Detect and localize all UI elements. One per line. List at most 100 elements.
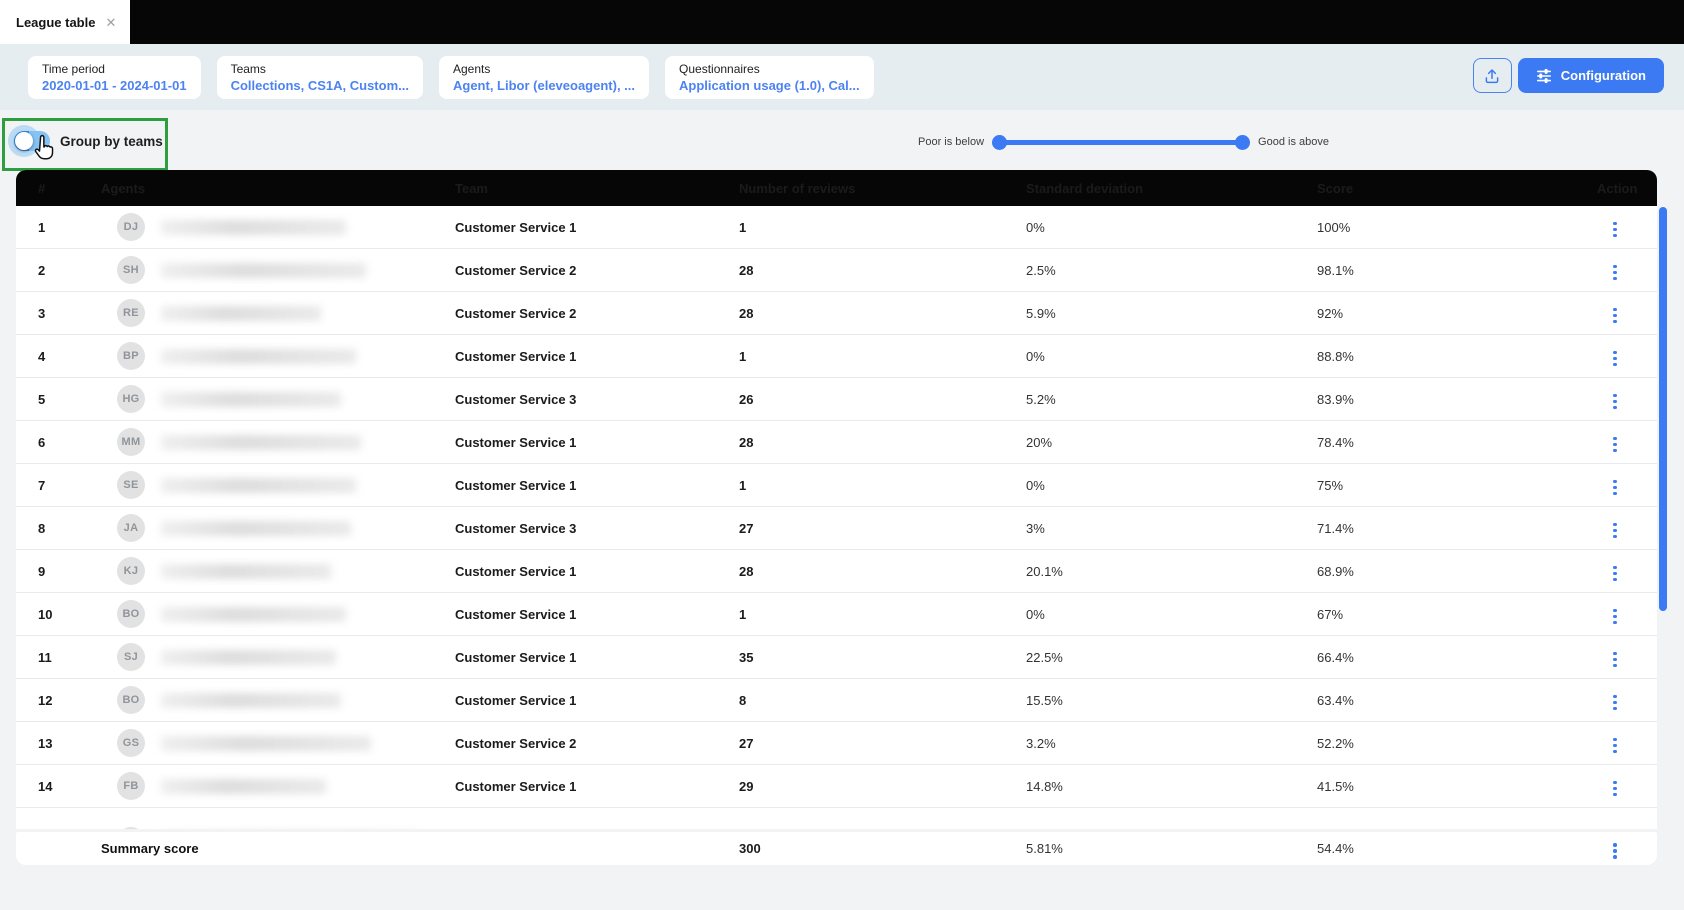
- rank-cell: 6: [38, 434, 46, 450]
- table-row: 14 FB Customer Service 1 29 14.8% 41.5%: [16, 765, 1657, 808]
- team-cell: Customer Service 1: [455, 477, 577, 493]
- tune-sliders-icon: [1536, 68, 1551, 83]
- agent-cell: MM: [101, 428, 455, 456]
- agent-cell: GS: [101, 729, 455, 757]
- row-actions-kebab-icon[interactable]: [1609, 605, 1621, 629]
- avatar: BO: [117, 600, 145, 628]
- rank-cell: 4: [38, 348, 46, 364]
- score-cell: 88.8%: [1317, 348, 1354, 364]
- action-cell: [1597, 256, 1657, 284]
- league-table: # Agents Team Number of reviews Standard…: [16, 170, 1657, 829]
- table-body: 1 DJ Customer Service 1 1 0% 100% 2 SH C…: [16, 206, 1657, 808]
- row-actions-kebab-icon[interactable]: [1609, 777, 1621, 801]
- row-actions-kebab-icon[interactable]: [1609, 734, 1621, 758]
- chip-label: Teams: [230, 61, 266, 76]
- agent-name-redacted: [161, 735, 371, 751]
- avatar: SJ: [117, 643, 145, 671]
- rank-cell: 5: [38, 391, 46, 407]
- row-actions-kebab-icon[interactable]: [1609, 562, 1621, 586]
- filter-chip-questionnaires[interactable]: Questionnaires Application usage (1.0), …: [665, 55, 874, 99]
- avatar: RE: [117, 299, 145, 327]
- agent-name-redacted: [161, 305, 321, 321]
- table-row: 5 HG Customer Service 3 26 5.2% 83.9%: [16, 378, 1657, 421]
- action-cell: [1597, 772, 1657, 800]
- table-row: 12 BO Customer Service 1 8 15.5% 63.4%: [16, 679, 1657, 722]
- reviews-cell: 29: [739, 778, 754, 794]
- rank-cell: 1: [38, 219, 46, 235]
- reviews-cell: 1: [739, 219, 747, 235]
- row-actions-kebab-icon[interactable]: [1609, 476, 1621, 500]
- good-is-above-label: Good is above: [1258, 136, 1329, 148]
- slider-handle-left[interactable]: [992, 134, 1008, 150]
- slider-handle-right[interactable]: [1235, 134, 1251, 150]
- stddev-cell: 0%: [1026, 219, 1045, 235]
- score-cell: 66.4%: [1317, 649, 1354, 665]
- row-actions-kebab-icon[interactable]: [1609, 218, 1621, 242]
- action-cell: [1597, 385, 1657, 413]
- row-actions-kebab-icon[interactable]: [1609, 691, 1621, 715]
- table-row: 9 KJ Customer Service 1 28 20.1% 68.9%: [16, 550, 1657, 593]
- action-cell: [1597, 600, 1657, 628]
- action-cell: [1597, 213, 1657, 241]
- reviews-cell: 26: [739, 391, 754, 407]
- summary-score: 54.4%: [1317, 841, 1354, 856]
- team-cell: Customer Service 2: [455, 735, 577, 751]
- row-actions-kebab-icon[interactable]: [1609, 648, 1621, 672]
- avatar: BP: [117, 342, 145, 370]
- score-cell: 100%: [1317, 219, 1351, 235]
- tab-league-table[interactable]: League table ✕: [0, 0, 130, 44]
- summary-stddev: 5.81%: [1026, 841, 1063, 856]
- agent-name-redacted: [161, 692, 341, 708]
- chip-value: Agent, Libor (eleveoagent), ...: [452, 77, 636, 93]
- rank-cell: 9: [38, 563, 46, 579]
- agent-cell: KJ: [101, 557, 455, 585]
- action-cell: [1597, 686, 1657, 714]
- rank-cell: 11: [38, 649, 52, 665]
- action-cell: [1597, 428, 1657, 456]
- stddev-cell: 14.8%: [1026, 778, 1063, 794]
- chip-value: Collections, CS1A, Custom...: [230, 77, 409, 93]
- stddev-cell: 5.2%: [1026, 391, 1056, 407]
- table-row: 8 JA Customer Service 3 27 3% 71.4%: [16, 507, 1657, 550]
- avatar: [117, 826, 145, 829]
- agent-name-redacted: [161, 477, 356, 493]
- stddev-cell: 20.1%: [1026, 563, 1063, 579]
- row-actions-kebab-icon[interactable]: [1609, 304, 1621, 328]
- export-button[interactable]: [1472, 58, 1512, 93]
- summary-actions-kebab-icon[interactable]: [1609, 839, 1621, 863]
- avatar: KJ: [117, 557, 145, 585]
- row-actions-kebab-icon[interactable]: [1609, 261, 1621, 285]
- row-actions-kebab-icon[interactable]: [1609, 347, 1621, 371]
- score-cell: 78.4%: [1317, 434, 1354, 450]
- action-cell: [1597, 471, 1657, 499]
- stddev-cell: 3.2%: [1026, 735, 1056, 751]
- row-actions-kebab-icon[interactable]: [1609, 433, 1621, 457]
- row-actions-kebab-icon[interactable]: [1609, 390, 1621, 414]
- score-cell: 68.9%: [1317, 563, 1354, 579]
- upload-icon: [1485, 68, 1499, 83]
- team-cell: Customer Service 1: [455, 219, 577, 235]
- team-cell: Customer Service 1: [455, 606, 577, 622]
- team-cell: Customer Service 1: [455, 692, 577, 708]
- agent-cell: BP: [101, 342, 455, 370]
- summary-label: Summary score: [101, 841, 199, 856]
- vertical-scrollbar[interactable]: [1659, 207, 1667, 611]
- stddev-cell: 3%: [1026, 520, 1045, 536]
- filter-chip-teams[interactable]: Teams Collections, CS1A, Custom...: [216, 55, 423, 99]
- row-actions-kebab-icon[interactable]: [1609, 519, 1621, 543]
- agent-name-redacted: [161, 520, 351, 536]
- threshold-range-slider[interactable]: [992, 134, 1251, 150]
- agent-name-redacted: [161, 778, 326, 794]
- agent-cell: FB: [101, 772, 455, 800]
- agent-name-redacted: [161, 348, 356, 364]
- team-cell: Customer Service 2: [455, 262, 577, 278]
- filter-chip-time-period[interactable]: Time period 2020-01-01 - 2024-01-01: [28, 55, 201, 99]
- rank-cell: 8: [38, 520, 46, 536]
- reviews-cell: 27: [739, 520, 754, 536]
- team-cell: Customer Service 3: [455, 391, 577, 407]
- close-icon[interactable]: ✕: [105, 14, 117, 30]
- filter-chip-agents[interactable]: Agents Agent, Libor (eleveoagent), ...: [438, 55, 650, 99]
- configuration-button[interactable]: Configuration: [1517, 58, 1664, 93]
- score-cell: 98.1%: [1317, 262, 1354, 278]
- slider-track: [999, 139, 1244, 145]
